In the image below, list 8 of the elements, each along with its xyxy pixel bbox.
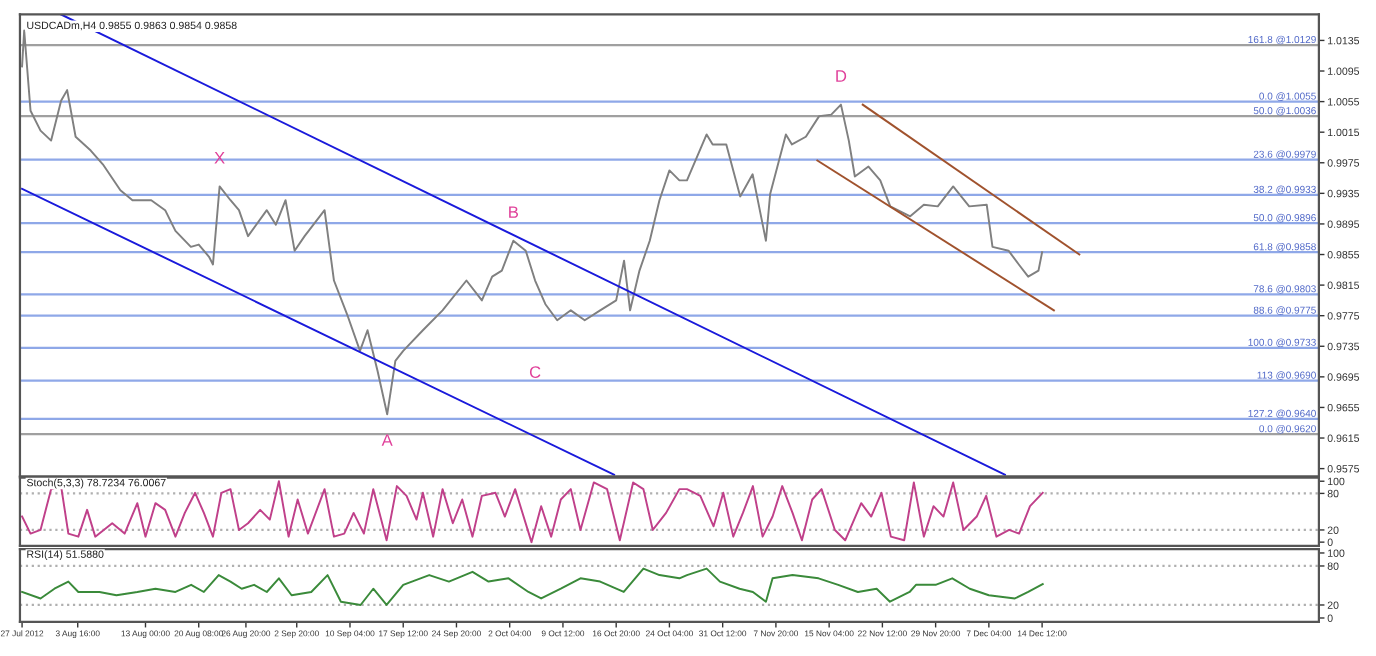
- annotation: C: [529, 366, 541, 378]
- annotation: B: [509, 206, 519, 218]
- line-series: [21, 480, 1044, 544]
- annotation: D: [836, 70, 847, 82]
- line-series: [21, 567, 1044, 606]
- annotation: A: [381, 434, 393, 446]
- annotation: X: [214, 152, 225, 164]
- line-series: [21, 29, 1044, 416]
